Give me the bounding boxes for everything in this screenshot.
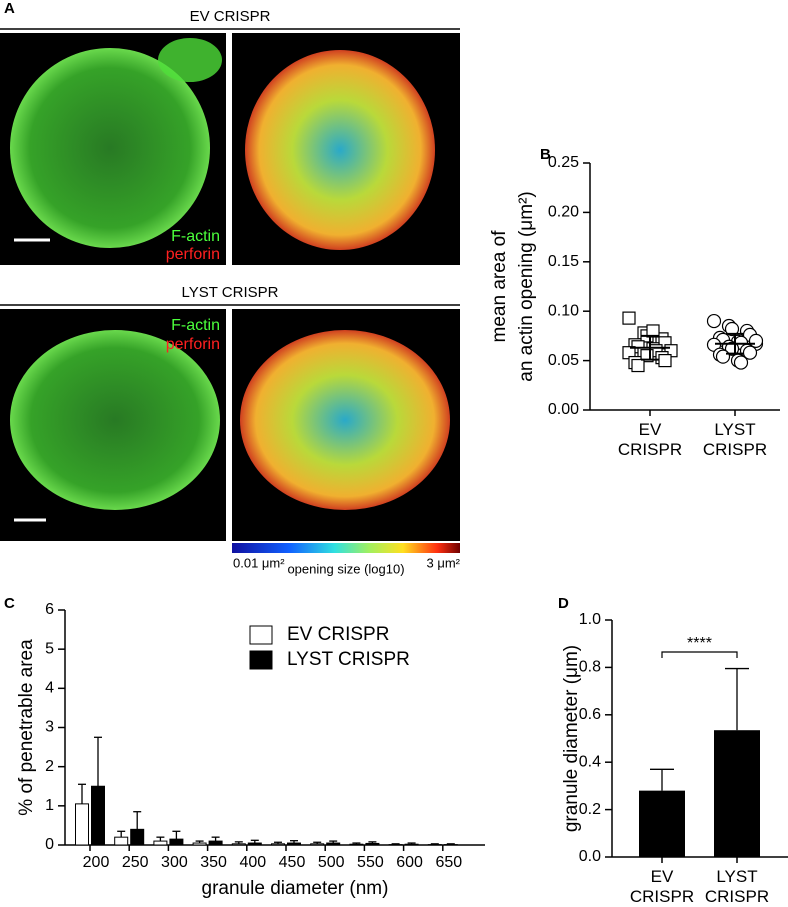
- x-axis-label: granule diameter (nm): [202, 878, 389, 899]
- x-tick-label: 350: [200, 854, 227, 871]
- bar: [247, 842, 262, 846]
- bar: [287, 842, 301, 846]
- bar: [208, 840, 223, 846]
- row-title: EV CRISPR: [190, 8, 271, 25]
- bar: [192, 842, 207, 846]
- x-tick-label: 250: [122, 854, 149, 871]
- bar: [169, 838, 184, 846]
- cell-map: [240, 330, 450, 510]
- cell: [10, 48, 210, 248]
- bar: [349, 843, 364, 846]
- bar: [326, 842, 341, 846]
- x-tick-label: LYST CRISPR: [704, 867, 770, 906]
- y-tick-label: 0.0: [579, 848, 601, 865]
- data-point: [631, 358, 645, 373]
- data-point: [724, 321, 740, 337]
- stain-label: F-actin: [171, 228, 220, 245]
- x-tick-label-box: EV CRISPR: [617, 420, 683, 459]
- y-tick-label: 0.05: [548, 352, 579, 369]
- significance-bracket: [661, 651, 738, 658]
- x-tick-label: EV CRISPR: [617, 420, 683, 459]
- y-axis-label: granule diameter (μm): [561, 645, 582, 832]
- panel-label: B: [540, 146, 551, 163]
- y-tick-label: 1: [45, 797, 54, 814]
- bar: [310, 843, 325, 846]
- y-tick-label: 6: [45, 601, 54, 618]
- data-point: [658, 354, 672, 368]
- y-tick-label: 0.20: [548, 204, 579, 221]
- colorbar: [232, 543, 460, 553]
- legend-label: EV CRISPR: [287, 624, 389, 645]
- bar: [153, 840, 168, 846]
- bar: [639, 790, 685, 857]
- cell: [10, 330, 220, 510]
- x-tick-label: 200: [83, 854, 110, 871]
- y-tick-label: 0.15: [548, 253, 579, 270]
- bar: [130, 828, 145, 846]
- x-tick-label-box: EV CRISPR: [629, 867, 695, 906]
- data-point: [622, 311, 636, 325]
- y-tick-label: 0.6: [579, 706, 601, 723]
- bar: [231, 843, 246, 846]
- y-tick-label: 0: [45, 836, 54, 853]
- y-tick-label: 4: [45, 680, 54, 697]
- x-tick-label: 450: [279, 854, 306, 871]
- x-tick-label-box: LYST CRISPR: [702, 420, 768, 459]
- data-point: [715, 349, 731, 364]
- x-tick-label-box: LYST CRISPR: [704, 867, 770, 906]
- bar: [714, 730, 760, 857]
- y-tick-label: 0.10: [548, 302, 579, 319]
- x-tick-label: 500: [318, 854, 345, 871]
- colorbar-title: opening size (log10): [287, 561, 404, 576]
- bar: [91, 785, 105, 846]
- y-tick-label: 0.25: [548, 154, 579, 171]
- stain-label: F-actin: [171, 317, 220, 334]
- legend-swatch: [249, 625, 273, 645]
- y-tick-label: 0.2: [579, 801, 601, 818]
- y-tick-label: 3: [45, 719, 54, 736]
- data-point: [733, 355, 749, 370]
- y-tick-label: 0.4: [579, 753, 601, 770]
- legend-swatch: [249, 650, 273, 670]
- x-tick-label: 300: [161, 854, 188, 871]
- colorbar-max: 3 μm²: [427, 555, 461, 570]
- x-tick-label: EV CRISPR: [629, 867, 695, 906]
- x-tick-label: 600: [396, 854, 423, 871]
- y-tick-label: 1.0: [579, 611, 601, 628]
- panel-label: D: [558, 595, 569, 612]
- y-axis-label: mean area of: [489, 230, 510, 343]
- data-point: [706, 313, 722, 329]
- cell-map: [245, 50, 435, 250]
- bar: [404, 843, 419, 846]
- x-tick-label: 400: [239, 854, 266, 871]
- y-axis-label: % of penetrable area: [16, 639, 37, 816]
- y-tick-label: 5: [45, 640, 54, 657]
- stain-label: perforin: [166, 336, 220, 353]
- y-axis-label: an actin opening (μm²): [516, 191, 537, 381]
- colorbar-min: 0.01 μm²: [233, 555, 285, 570]
- bar: [271, 843, 285, 846]
- x-tick-label: 650: [435, 854, 462, 871]
- x-tick-label: 550: [357, 854, 384, 871]
- panel-label: C: [4, 595, 15, 612]
- legend-label: LYST CRISPR: [287, 649, 410, 670]
- row-title: LYST CRISPR: [182, 284, 279, 301]
- cell: [158, 38, 222, 82]
- bar: [114, 836, 129, 846]
- significance-label: ****: [687, 635, 712, 652]
- bar: [365, 842, 380, 846]
- x-tick-label: LYST CRISPR: [702, 420, 768, 459]
- y-tick-label: 0.8: [579, 659, 601, 676]
- panel-label: A: [4, 0, 15, 17]
- stain-label: perforin: [166, 246, 220, 263]
- bar: [75, 803, 89, 846]
- data-point: [646, 324, 660, 338]
- y-tick-label: 0.00: [548, 401, 579, 418]
- data-point: [748, 333, 764, 348]
- y-tick-label: 2: [45, 758, 54, 775]
